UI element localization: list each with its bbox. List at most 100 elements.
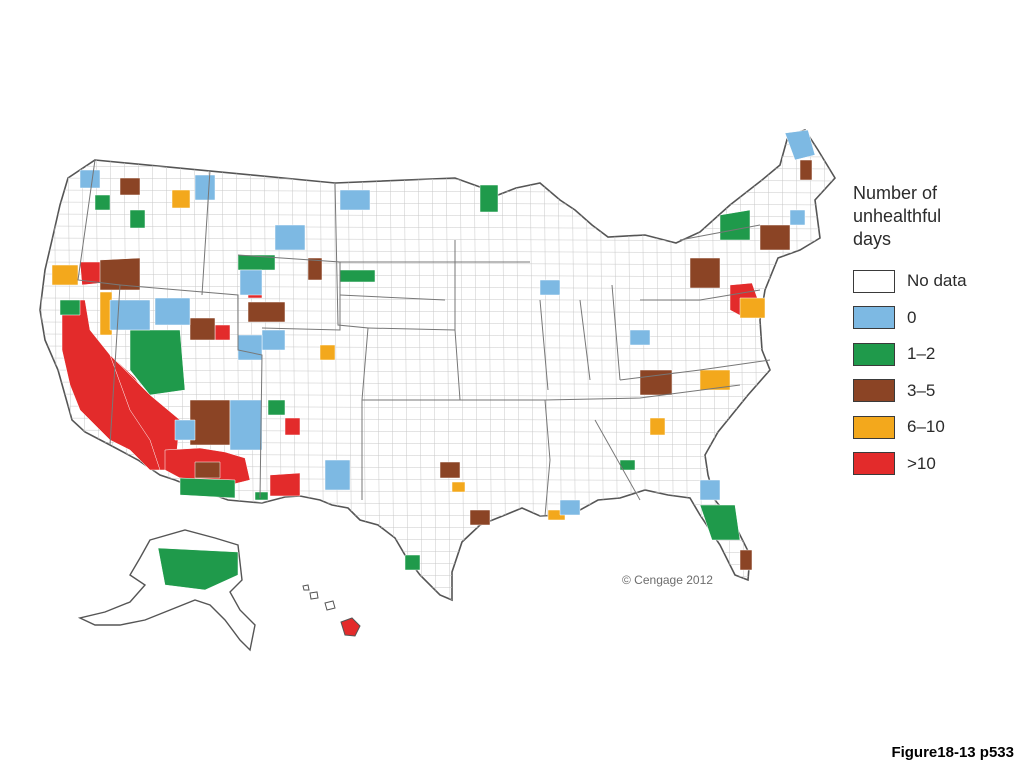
county-region-low-34	[179, 477, 236, 499]
county-region-mid-11	[247, 301, 286, 323]
county-region-high-26	[739, 297, 766, 319]
county-region-low-42	[404, 554, 421, 571]
legend-swatch-veryhigh	[853, 452, 895, 476]
county-region-low-35	[157, 547, 239, 591]
county-line	[40, 393, 835, 398]
county-region-veryhigh-7	[284, 417, 301, 436]
county-region-zero-59	[194, 174, 216, 201]
county-line	[40, 153, 835, 158]
county-region-mid-14	[689, 257, 721, 289]
county-region-zero-62	[539, 279, 561, 296]
county-region-zero-51	[229, 399, 263, 451]
legend-item-nodata: No data	[853, 263, 1013, 300]
county-region-zero-63	[699, 479, 721, 501]
legend-swatch-high	[853, 415, 895, 439]
county-line	[40, 405, 835, 410]
county-region-zero-60	[237, 334, 263, 361]
legend-label-veryhigh: >10	[907, 453, 936, 473]
copyright-notice: © Cengage 2012	[622, 573, 713, 587]
county-line	[40, 130, 45, 600]
county-region-zero-50	[109, 299, 151, 331]
legend-swatch-zero	[853, 306, 895, 330]
county-region-high-32	[649, 417, 666, 436]
county-region-low-41	[699, 504, 741, 541]
hawaii-oahu	[309, 591, 319, 600]
county-line	[40, 249, 835, 254]
legend-item-zero: 0	[853, 300, 1013, 337]
county-region-low-44	[94, 194, 111, 211]
legend-item-low: 1–2	[853, 336, 1013, 373]
county-line	[40, 237, 835, 242]
figure-label: Figure18-13 p533	[891, 744, 1014, 761]
legend-item-veryhigh: >10	[853, 446, 1013, 483]
county-line	[459, 130, 465, 600]
county-region-mid-15	[759, 224, 791, 251]
hawaii-big-island	[340, 617, 361, 637]
county-region-mid-16	[799, 159, 813, 181]
legend-label-mid: 3–5	[907, 380, 936, 400]
county-region-mid-9	[99, 257, 141, 291]
county-region-high-30	[451, 481, 466, 493]
county-region-low-45	[129, 209, 146, 229]
legend-swatch-mid	[853, 379, 895, 403]
county-region-zero-49	[154, 297, 191, 326]
county-region-high-31	[319, 344, 336, 361]
legend-label-low: 1–2	[907, 344, 936, 364]
county-region-zero-61	[629, 329, 651, 346]
county-region-mid-20	[194, 461, 221, 479]
county-line	[823, 130, 829, 600]
county-line	[40, 130, 835, 134]
legend: Number of unhealthful days No data 0 1–2 3–…	[853, 182, 1013, 482]
county-region-high-25	[99, 291, 113, 336]
county-region-mid-22	[739, 549, 753, 571]
county-region-low-36	[267, 399, 286, 416]
county-region-zero-58	[79, 169, 101, 189]
county-region-mid-23	[119, 177, 141, 196]
county-region-low-46	[254, 491, 269, 501]
county-regions-layer	[51, 129, 816, 591]
county-line	[403, 130, 409, 600]
county-region-low-37	[237, 254, 276, 271]
county-region-zero-65	[789, 209, 806, 226]
legend-label-nodata: No data	[907, 271, 967, 291]
county-region-low-38	[339, 269, 376, 283]
county-region-high-28	[171, 189, 191, 209]
legend-swatch-low	[853, 342, 895, 366]
county-region-mid-19	[439, 461, 461, 479]
county-region-low-33	[129, 329, 186, 396]
county-region-zero-56	[174, 419, 196, 441]
county-region-mid-12	[189, 317, 216, 341]
county-line	[445, 130, 451, 600]
county-region-mid-10	[189, 399, 231, 446]
alaska-outline	[77, 529, 256, 652]
county-line	[40, 285, 835, 290]
legend-item-high: 6–10	[853, 409, 1013, 446]
county-region-zero-52	[239, 269, 263, 296]
county-line	[389, 130, 395, 600]
county-region-low-43	[59, 299, 81, 316]
county-region-veryhigh-8	[214, 324, 231, 341]
county-region-zero-64	[559, 499, 581, 516]
hawaii-maui	[324, 600, 336, 611]
legend-label-high: 6–10	[907, 417, 945, 437]
county-region-mid-13	[307, 257, 323, 281]
county-region-zero-54	[339, 189, 371, 211]
legend-label-zero: 0	[907, 307, 917, 327]
legend-items: No data 0 1–2 3–5 6–10 >10	[853, 263, 1013, 482]
county-line	[431, 130, 437, 600]
county-line	[40, 141, 835, 146]
county-region-high-27	[699, 369, 731, 391]
county-region-zero-53	[274, 224, 306, 251]
county-line	[417, 130, 423, 600]
county-region-zero-48	[784, 129, 816, 161]
county-region-low-40	[719, 209, 751, 241]
county-region-low-39	[479, 184, 499, 213]
state-border-layer	[77, 159, 771, 517]
county-line	[838, 125, 842, 610]
legend-item-mid: 3–5	[853, 373, 1013, 410]
county-region-zero-57	[261, 329, 286, 351]
county-region-zero-55	[324, 459, 351, 491]
legend-title: Number of unhealthful days	[853, 183, 942, 249]
county-region-mid-18	[469, 509, 491, 526]
